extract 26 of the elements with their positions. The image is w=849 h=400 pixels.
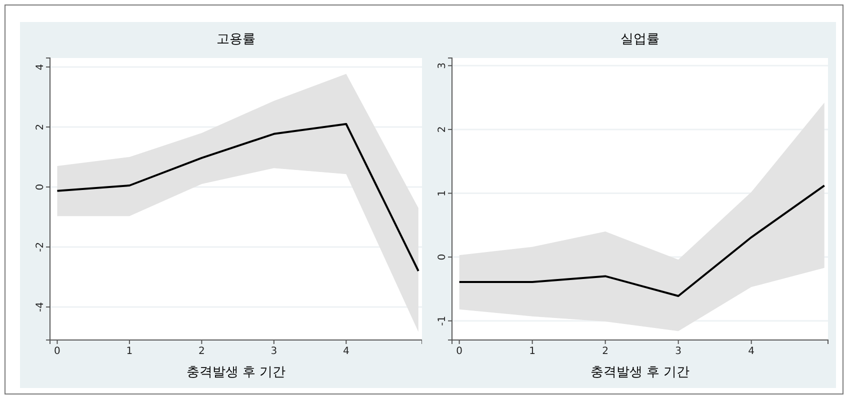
- y-tick-label: 1: [437, 190, 448, 196]
- x-tick-label: 2: [198, 346, 205, 358]
- x-tick-label: 0: [54, 346, 60, 358]
- x-axis-title: 충격발생 후 기간: [590, 365, 690, 380]
- line-series: [458, 184, 826, 297]
- y-tick-label: -4: [35, 302, 46, 312]
- y-tick-label: -1: [437, 316, 448, 326]
- y-tick-label: 0: [35, 184, 46, 190]
- x-tick-label: 2: [602, 346, 609, 358]
- x-tick-label: 4: [342, 346, 350, 358]
- y-tick-label: 2: [437, 126, 448, 133]
- y-tick-label: 3: [437, 62, 448, 69]
- y-tick-label: 0: [437, 254, 448, 260]
- chart-title: 고용률: [216, 32, 256, 47]
- y-tick-label: 4: [35, 64, 46, 70]
- x-tick-label: 3: [675, 346, 682, 358]
- x-tick-label: 1: [126, 346, 133, 358]
- x-tick-label: 0: [456, 346, 462, 358]
- chart-title: 실업률: [620, 32, 660, 47]
- x-tick-label: 4: [748, 346, 755, 358]
- y-tick-label: 2: [35, 124, 46, 130]
- y-tick-label: -2: [35, 242, 46, 252]
- x-tick-label: 1: [529, 346, 536, 358]
- x-axis-title: 충격발생 후 기간: [186, 365, 286, 380]
- line-series: [56, 123, 420, 272]
- x-tick-label: 3: [270, 346, 278, 358]
